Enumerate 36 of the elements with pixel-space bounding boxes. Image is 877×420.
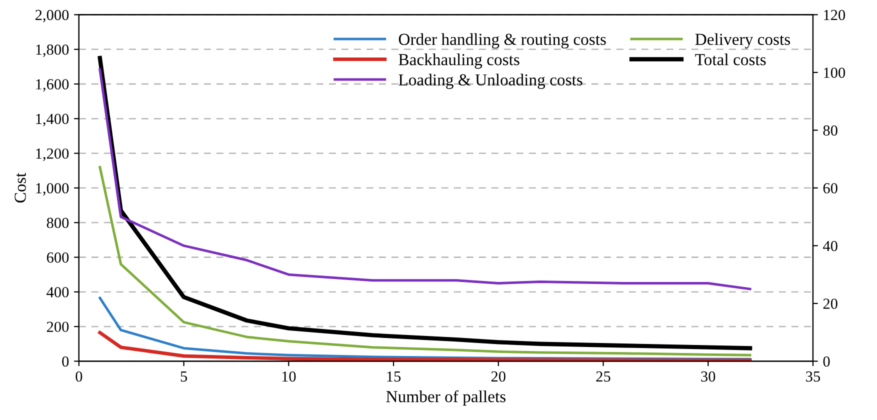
y2-tick-label: 0 xyxy=(823,356,830,367)
y-tick-label: 2,000 xyxy=(36,10,69,22)
y-tick-label: 1,600 xyxy=(36,79,69,92)
x-tick-label: 20 xyxy=(491,371,506,382)
y2-tick-label: 40 xyxy=(823,240,838,252)
legend-label: Delivery costs xyxy=(695,33,790,48)
legend-label: Backhauling costs xyxy=(398,54,520,69)
y2-tick-label: 100 xyxy=(824,68,846,78)
y-tick-label: 0 xyxy=(62,356,69,367)
y-tick-label: 600 xyxy=(46,252,69,263)
y-tick-label: 1,800 xyxy=(36,44,69,57)
y-tick-label: 1,400 xyxy=(36,114,69,126)
line-series xyxy=(98,68,752,290)
x-tick-label: 15 xyxy=(387,371,401,382)
y2-tick-label: 60 xyxy=(823,183,838,194)
y2-tick-label: 20 xyxy=(823,298,838,309)
y-axis-title: Cost xyxy=(14,172,26,203)
line-series xyxy=(98,166,752,356)
y-tick-label: 1,200 xyxy=(36,148,69,161)
x-tick-label: 0 xyxy=(76,371,82,382)
x-tick-label: 35 xyxy=(806,371,820,382)
y-tick-label: 1,000 xyxy=(36,183,69,196)
legend-label: Total costs xyxy=(695,54,766,66)
line-series xyxy=(98,330,752,362)
y-tick-label: 200 xyxy=(46,322,69,332)
x-tick-label: 10 xyxy=(282,371,296,382)
x-tick-label: 30 xyxy=(701,371,716,382)
y2-tick-label: 120 xyxy=(824,10,846,20)
legend-label: Loading & Unloading costs xyxy=(398,74,582,89)
y-tick-label: 800 xyxy=(46,218,69,228)
x-tick-label: 5 xyxy=(180,372,188,382)
y-tick-label: 400 xyxy=(46,287,69,298)
x-axis-title: Number of pallets xyxy=(386,390,506,406)
x-tick-label: 25 xyxy=(596,371,610,382)
y2-tick-label: 80 xyxy=(823,125,838,136)
legend-label: Order handling & routing costs xyxy=(398,33,606,48)
